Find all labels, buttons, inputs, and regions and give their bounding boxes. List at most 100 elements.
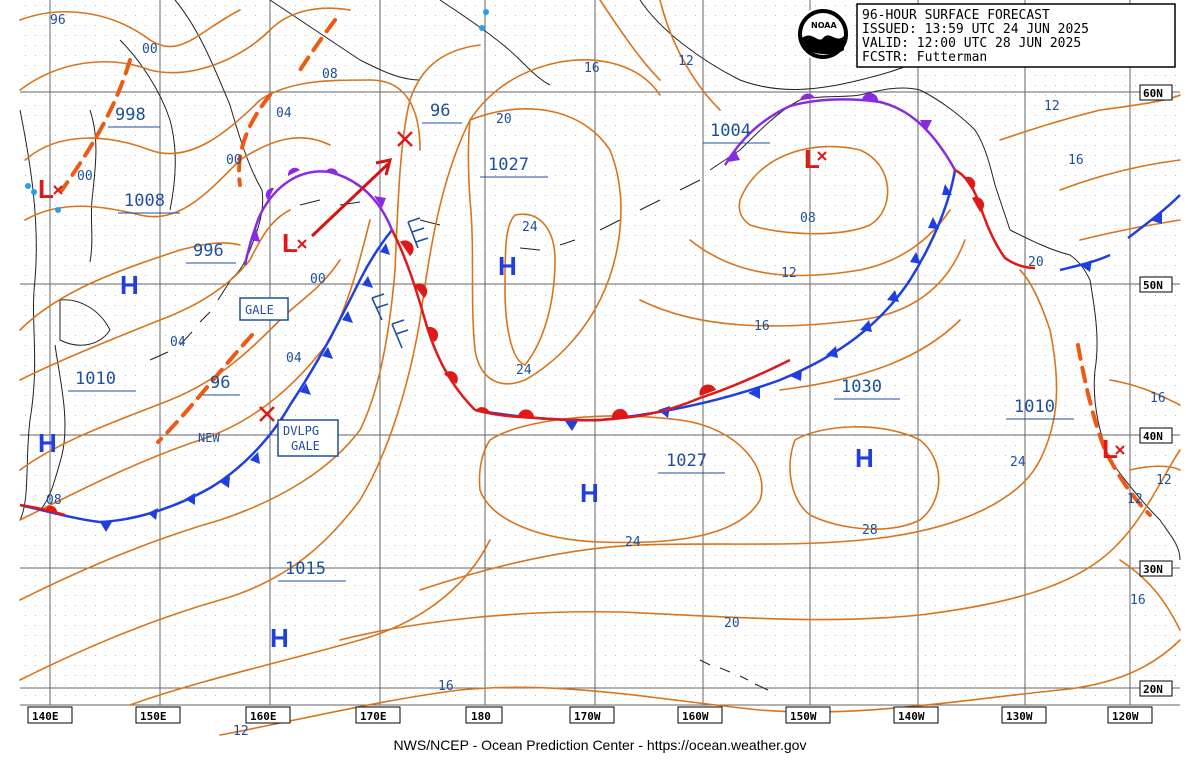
- svg-text:12: 12: [678, 54, 694, 69]
- svg-text:08: 08: [800, 211, 816, 226]
- svg-text:996: 996: [193, 241, 224, 261]
- cold-front-triangles: [100, 184, 1162, 532]
- pressure-labels: 998 1008 996 1010 96 96 1027 1004 1030 1…: [68, 101, 1074, 582]
- title-block: 96-HOUR SURFACE FORECAST ISSUED: 13:59 U…: [856, 3, 1176, 68]
- svg-text:140E: 140E: [32, 710, 59, 723]
- svg-text:12: 12: [1044, 99, 1060, 114]
- svg-text:170W: 170W: [574, 710, 601, 723]
- lows: L L L L: [38, 144, 1118, 464]
- svg-text:20: 20: [496, 112, 512, 127]
- svg-text:24: 24: [522, 220, 538, 235]
- title-line-2: ISSUED: 13:59 UTC 24 JUN 2025: [862, 22, 1089, 37]
- warm-front-main: [390, 229, 476, 411]
- svg-text:1008: 1008: [124, 191, 165, 211]
- svg-text:96: 96: [50, 13, 66, 28]
- svg-text:1010: 1010: [75, 369, 116, 389]
- svg-text:998: 998: [115, 105, 146, 125]
- warm-front-semicircles: [45, 176, 985, 513]
- longitude-labels: 140E 150E 160E 170E 180 170W 160W 150W 1…: [27, 706, 1153, 724]
- alaska-peninsula: [739, 87, 921, 151]
- svg-text:40N: 40N: [1143, 430, 1163, 443]
- isobars: [19, 0, 1181, 736]
- high-6: H: [270, 623, 289, 653]
- high-3: H: [498, 251, 517, 281]
- svg-text:96: 96: [210, 373, 230, 393]
- chukotka: [269, 0, 421, 81]
- svg-text:120W: 120W: [1112, 710, 1139, 723]
- svg-text:04: 04: [170, 335, 186, 350]
- svg-text:08: 08: [46, 493, 62, 508]
- trough-kamchatka: [237, 93, 272, 187]
- svg-text:150W: 150W: [790, 710, 817, 723]
- low-3: L: [804, 144, 820, 174]
- pressure-box-96-north: 96: [422, 101, 462, 124]
- svg-text:1015: 1015: [285, 559, 326, 579]
- svg-text:16: 16: [438, 679, 454, 694]
- title-line-3: VALID: 12:00 UTC 28 JUN 2025: [862, 36, 1081, 51]
- kuril-islands: [149, 277, 233, 361]
- asia-mainland: [19, 109, 37, 521]
- svg-text:16: 16: [1130, 593, 1146, 608]
- isobar-labels: 96 00 08 04 00 00 00 04 04 08 16 12 20 2…: [46, 13, 1172, 739]
- occluded-symbols: [250, 92, 932, 242]
- svg-text:00: 00: [226, 153, 242, 168]
- svg-text:04: 04: [276, 106, 292, 121]
- storm-track-arrow: [310, 158, 393, 238]
- graticule: [20, 0, 1180, 706]
- troughs: [60, 18, 1152, 517]
- hokkaido: [59, 299, 111, 346]
- svg-text:12: 12: [781, 266, 797, 281]
- alaska-interior: [639, 0, 921, 90]
- svg-text:96: 96: [430, 101, 450, 121]
- pressure-box-996: 996: [186, 241, 236, 264]
- svg-text:1010: 1010: [1014, 397, 1055, 417]
- svg-text:GALE: GALE: [245, 303, 274, 317]
- svg-text:12: 12: [1156, 473, 1172, 488]
- developing-gale-box: DVLPG GALE: [277, 419, 339, 457]
- bc-coast: [1009, 229, 1091, 281]
- svg-text:150E: 150E: [140, 710, 167, 723]
- svg-text:160W: 160W: [682, 710, 709, 723]
- svg-text:20N: 20N: [1143, 683, 1163, 696]
- svg-text:1027: 1027: [488, 155, 529, 175]
- forecast-x-markers: [259, 131, 413, 422]
- pressure-box-1027-north: 1027: [480, 155, 548, 178]
- new-tag: NEW: [198, 431, 220, 445]
- svg-text:50N: 50N: [1143, 279, 1163, 292]
- svg-text:16: 16: [1150, 391, 1166, 406]
- svg-text:140W: 140W: [898, 710, 925, 723]
- low-2: L: [282, 228, 298, 258]
- svg-text:30N: 30N: [1143, 563, 1163, 576]
- trough-north: [298, 18, 337, 72]
- pressure-box-1010-west: 1010: [68, 369, 136, 392]
- fine-grid: [20, 0, 1180, 705]
- japan-honshu: [39, 344, 66, 511]
- wind-barbs: [371, 217, 429, 349]
- svg-text:28: 28: [862, 523, 878, 538]
- aleutians: [299, 149, 741, 251]
- latitude-labels: 60N 50N 40N 30N 20N: [1139, 84, 1173, 697]
- svg-text:NOAA: NOAA: [811, 21, 837, 30]
- pressure-box-1027-south: 1027: [658, 451, 725, 474]
- svg-text:00: 00: [310, 272, 326, 287]
- svg-text:12: 12: [1127, 492, 1143, 507]
- x-marker-2: [259, 406, 275, 422]
- low-1: L: [38, 174, 54, 204]
- svg-text:GALE: GALE: [291, 439, 320, 453]
- warm-front-east: [474, 358, 791, 422]
- svg-text:60N: 60N: [1143, 87, 1163, 100]
- high-2: H: [38, 428, 57, 458]
- x-marker-1: [397, 131, 413, 147]
- trough-west-coast: [1076, 343, 1152, 517]
- svg-text:20: 20: [1028, 255, 1044, 270]
- alaska-gulf: [919, 89, 1011, 231]
- trough-west: [60, 58, 132, 192]
- svg-text:12: 12: [233, 724, 249, 739]
- svg-text:16: 16: [754, 319, 770, 334]
- svg-text:1030: 1030: [841, 377, 882, 397]
- svg-text:04: 04: [286, 351, 302, 366]
- cold-front-main: [19, 229, 393, 524]
- low-x-marks: [53, 151, 1125, 455]
- hawaii-islands: [699, 659, 769, 691]
- high-4: H: [580, 478, 599, 508]
